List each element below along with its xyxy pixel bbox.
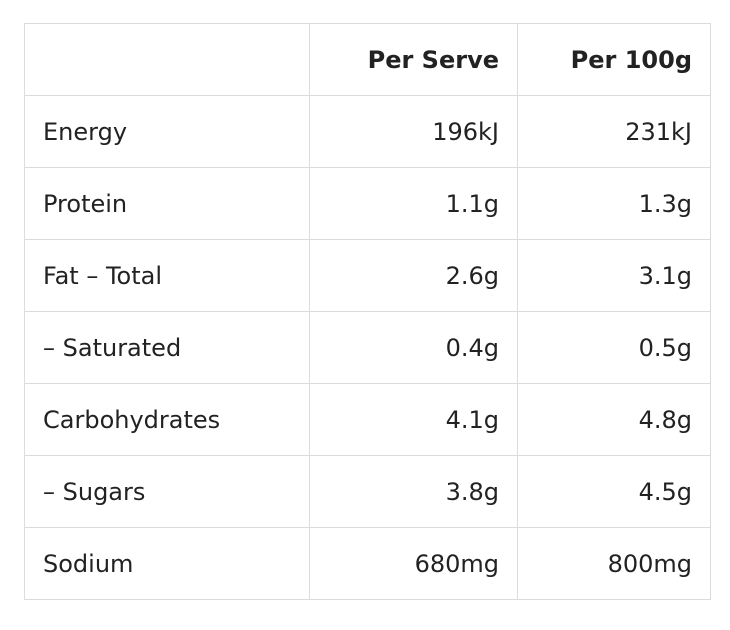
per-serve-value: 4.1g: [309, 383, 518, 456]
per-100g-value: 1.3g: [517, 167, 711, 240]
header-per-serve: Per Serve: [309, 23, 518, 96]
header-blank-cell: [24, 23, 310, 96]
header-row: Per Serve Per 100g: [24, 23, 711, 96]
nutrition-table-container: Per Serve Per 100g Energy 196kJ 231kJ Pr…: [24, 23, 711, 600]
row-label: Sodium: [24, 527, 310, 600]
table-row: Sodium 680mg 800mg: [24, 527, 711, 600]
per-serve-value: 196kJ: [309, 95, 518, 168]
per-serve-value: 2.6g: [309, 239, 518, 312]
per-100g-value: 3.1g: [517, 239, 711, 312]
row-label: – Sugars: [24, 455, 310, 528]
nutrition-table: Per Serve Per 100g Energy 196kJ 231kJ Pr…: [24, 23, 711, 600]
per-100g-value: 0.5g: [517, 311, 711, 384]
table-row: Fat – Total 2.6g 3.1g: [24, 239, 711, 312]
table-row: Energy 196kJ 231kJ: [24, 95, 711, 168]
row-label: – Saturated: [24, 311, 310, 384]
table-row: – Saturated 0.4g 0.5g: [24, 311, 711, 384]
per-100g-value: 800mg: [517, 527, 711, 600]
per-serve-value: 3.8g: [309, 455, 518, 528]
row-label: Fat – Total: [24, 239, 310, 312]
row-label: Protein: [24, 167, 310, 240]
per-serve-value: 1.1g: [309, 167, 518, 240]
per-100g-value: 4.5g: [517, 455, 711, 528]
table-row: – Sugars 3.8g 4.5g: [24, 455, 711, 528]
table-row: Carbohydrates 4.1g 4.8g: [24, 383, 711, 456]
per-serve-value: 680mg: [309, 527, 518, 600]
header-per-100g: Per 100g: [517, 23, 711, 96]
row-label: Energy: [24, 95, 310, 168]
row-label: Carbohydrates: [24, 383, 310, 456]
per-100g-value: 4.8g: [517, 383, 711, 456]
per-100g-value: 231kJ: [517, 95, 711, 168]
per-serve-value: 0.4g: [309, 311, 518, 384]
table-row: Protein 1.1g 1.3g: [24, 167, 711, 240]
